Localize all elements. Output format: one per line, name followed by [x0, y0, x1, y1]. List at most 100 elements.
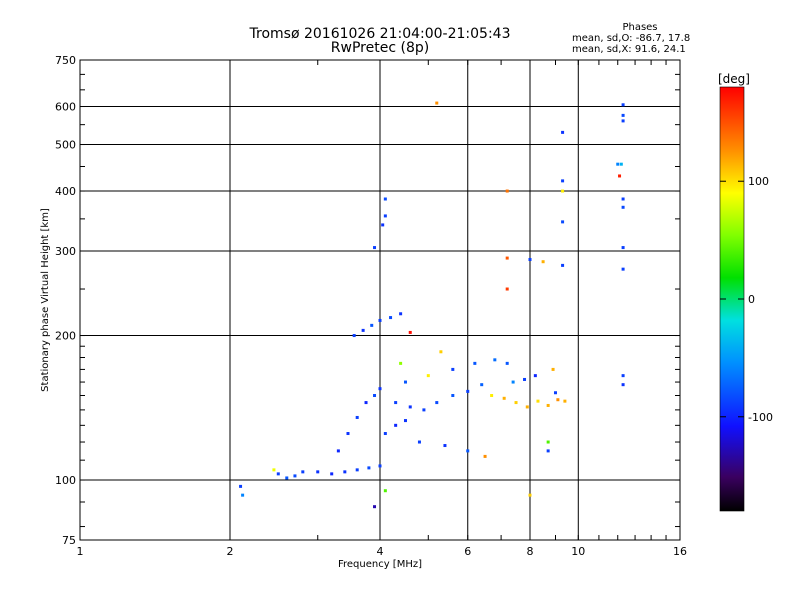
data-point	[546, 449, 550, 453]
data-point	[330, 472, 334, 476]
y-tick-label: 500	[55, 139, 76, 152]
data-point	[435, 101, 439, 105]
data-point	[553, 391, 557, 395]
x-tick-label: 10	[571, 545, 585, 558]
data-point	[417, 440, 421, 444]
data-point	[301, 470, 305, 474]
data-point	[621, 205, 625, 209]
data-point	[343, 470, 347, 474]
data-point	[505, 361, 509, 365]
axis-ticks: 1 2 4 6 8 10 16 75 100 200 300 400 500 600 750	[55, 54, 687, 558]
data-point	[378, 464, 382, 468]
y-tick-label: 400	[55, 185, 76, 198]
data-point	[336, 449, 340, 453]
data-point	[451, 394, 455, 398]
data-point	[355, 415, 359, 419]
x-tick-label: 2	[227, 545, 234, 558]
data-point	[561, 189, 565, 193]
data-point	[276, 472, 280, 476]
data-point	[272, 468, 276, 472]
data-point	[546, 403, 550, 407]
data-point	[439, 350, 443, 354]
x-tick-label: 6	[464, 545, 471, 558]
data-point	[394, 401, 398, 405]
data-point	[378, 387, 382, 391]
data-point	[355, 468, 359, 472]
x-axis-label: Frequency [MHz]	[338, 559, 422, 570]
data-point	[403, 380, 407, 384]
y-tick-label: 200	[55, 330, 76, 343]
data-point	[346, 432, 350, 436]
data-point	[383, 197, 387, 201]
data-point	[505, 256, 509, 260]
data-point	[241, 493, 245, 497]
data-point	[383, 432, 387, 436]
data-points	[239, 101, 625, 509]
data-point	[451, 367, 455, 371]
data-point	[443, 444, 447, 448]
colorbar-label: [deg]	[718, 72, 750, 86]
stats-x-mode: mean, sd,X: 91.6, 24.1	[572, 44, 686, 55]
data-point	[621, 103, 625, 107]
data-point	[239, 484, 243, 488]
data-point	[408, 330, 412, 334]
data-point	[373, 505, 377, 509]
data-point	[505, 189, 509, 193]
data-point	[561, 220, 565, 224]
data-point	[551, 367, 555, 371]
data-point	[502, 396, 506, 400]
data-point	[621, 374, 625, 378]
data-point	[378, 318, 382, 322]
data-point	[394, 423, 398, 427]
data-point	[285, 476, 289, 480]
data-point	[618, 174, 622, 178]
data-point	[480, 383, 484, 387]
data-point	[381, 223, 385, 227]
data-point	[316, 470, 320, 474]
data-point	[466, 389, 470, 393]
data-point	[383, 214, 387, 218]
phases-title: Phases	[622, 22, 658, 33]
x-tick-label: 8	[527, 545, 534, 558]
data-point	[528, 258, 532, 262]
x-tick-label: 16	[673, 545, 687, 558]
data-point	[403, 419, 407, 423]
data-point	[399, 312, 403, 316]
data-point	[373, 394, 377, 398]
stats-o-mode: mean, sd,O: -86.7, 17.8	[572, 33, 691, 44]
y-tick-label: 750	[55, 54, 76, 67]
data-point	[525, 405, 529, 409]
data-point	[523, 377, 527, 381]
data-point	[389, 316, 393, 320]
data-point	[546, 440, 550, 444]
data-point	[361, 328, 365, 332]
y-tick-label: 100	[55, 474, 76, 487]
data-point	[561, 263, 565, 267]
data-point	[621, 267, 625, 271]
data-point	[563, 399, 567, 403]
data-point	[352, 334, 356, 338]
data-point	[619, 162, 623, 166]
data-point	[556, 398, 560, 402]
y-axis-label: Stationary phase Virtual Height [km]	[40, 208, 51, 392]
data-point	[473, 361, 477, 365]
y-tick-label: 600	[55, 101, 76, 114]
data-point	[621, 113, 625, 117]
data-point	[367, 466, 371, 470]
data-point	[493, 358, 497, 362]
y-tick-label: 75	[62, 534, 76, 547]
data-point	[536, 399, 540, 403]
x-tick-label: 4	[377, 545, 384, 558]
data-point	[533, 374, 537, 378]
y-tick-label: 300	[55, 245, 76, 258]
data-point	[490, 394, 494, 398]
data-point	[383, 489, 387, 493]
colorbar-tick-label: 100	[748, 175, 769, 188]
data-point	[293, 474, 297, 478]
data-point	[621, 197, 625, 201]
data-point	[621, 119, 625, 123]
data-point	[561, 130, 565, 134]
data-point	[435, 401, 439, 405]
data-point	[364, 401, 368, 405]
